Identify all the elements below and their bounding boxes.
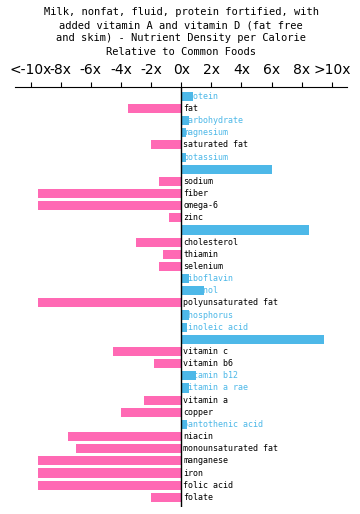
Text: vitamin c: vitamin c bbox=[184, 347, 229, 356]
Bar bbox=[181, 164, 272, 174]
Text: monounsaturated fat: monounsaturated fat bbox=[184, 444, 279, 453]
Bar bbox=[181, 371, 196, 380]
Text: folate: folate bbox=[184, 493, 213, 502]
Text: magnesium: magnesium bbox=[184, 128, 229, 137]
Text: phosphorus: phosphorus bbox=[184, 310, 234, 320]
Text: linoleic acid: linoleic acid bbox=[184, 323, 248, 332]
Text: niacin: niacin bbox=[184, 432, 213, 441]
Bar bbox=[151, 493, 181, 502]
Text: sodium: sodium bbox=[184, 177, 213, 186]
Bar bbox=[181, 383, 189, 393]
Bar bbox=[144, 396, 181, 405]
Title: Milk, nonfat, fluid, protein fortified, with
added vitamin A and vitamin D (fat : Milk, nonfat, fluid, protein fortified, … bbox=[44, 7, 319, 57]
Bar bbox=[68, 432, 181, 441]
Bar bbox=[154, 359, 181, 368]
Bar bbox=[38, 189, 181, 198]
Text: fat: fat bbox=[184, 104, 198, 113]
Text: vitamin b12: vitamin b12 bbox=[184, 371, 238, 380]
Bar bbox=[181, 286, 204, 296]
Bar bbox=[129, 104, 181, 113]
Bar bbox=[38, 481, 181, 490]
Text: thiamin: thiamin bbox=[184, 250, 219, 259]
Bar bbox=[181, 226, 309, 234]
Bar bbox=[159, 262, 181, 271]
Text: fiber: fiber bbox=[184, 189, 208, 198]
Bar bbox=[181, 310, 189, 320]
Bar bbox=[181, 420, 187, 429]
Text: potassium: potassium bbox=[184, 153, 229, 161]
Text: polyunsaturated fat: polyunsaturated fat bbox=[184, 299, 279, 307]
Text: calcium: calcium bbox=[184, 164, 219, 174]
Bar bbox=[181, 128, 186, 137]
Bar bbox=[76, 444, 181, 453]
Text: zinc: zinc bbox=[184, 213, 203, 223]
Bar bbox=[181, 92, 193, 101]
Text: copper: copper bbox=[184, 408, 213, 417]
Text: iron: iron bbox=[184, 469, 203, 478]
Bar bbox=[169, 213, 181, 223]
Text: vitamin d: vitamin d bbox=[184, 226, 229, 234]
Text: vitamin b6: vitamin b6 bbox=[184, 359, 234, 368]
Bar bbox=[181, 323, 187, 332]
Bar bbox=[151, 140, 181, 150]
Bar bbox=[121, 408, 181, 417]
Bar bbox=[38, 456, 181, 466]
Text: saturated fat: saturated fat bbox=[184, 140, 248, 150]
Bar bbox=[159, 177, 181, 186]
Text: carbohydrate: carbohydrate bbox=[184, 116, 243, 125]
Text: vitamin d d2 and d3: vitamin d d2 and d3 bbox=[184, 335, 279, 344]
Text: protein: protein bbox=[184, 92, 219, 101]
Bar bbox=[113, 347, 181, 356]
Bar bbox=[38, 468, 181, 478]
Text: omega-6: omega-6 bbox=[184, 201, 219, 210]
Bar bbox=[136, 237, 181, 247]
Bar bbox=[181, 274, 189, 283]
Bar bbox=[181, 116, 189, 125]
Text: pantothenic acid: pantothenic acid bbox=[184, 420, 264, 429]
Bar bbox=[181, 153, 186, 161]
Text: vitamin a: vitamin a bbox=[184, 396, 229, 405]
Text: folic acid: folic acid bbox=[184, 481, 234, 490]
Bar bbox=[38, 201, 181, 210]
Text: retinol: retinol bbox=[184, 286, 219, 295]
Text: cholesterol: cholesterol bbox=[184, 237, 238, 247]
Bar bbox=[163, 250, 181, 259]
Bar bbox=[181, 335, 324, 344]
Bar bbox=[38, 298, 181, 307]
Text: riboflavin: riboflavin bbox=[184, 274, 234, 283]
Text: selenium: selenium bbox=[184, 262, 224, 271]
Text: manganese: manganese bbox=[184, 456, 229, 465]
Text: vitamin a rae: vitamin a rae bbox=[184, 383, 248, 393]
